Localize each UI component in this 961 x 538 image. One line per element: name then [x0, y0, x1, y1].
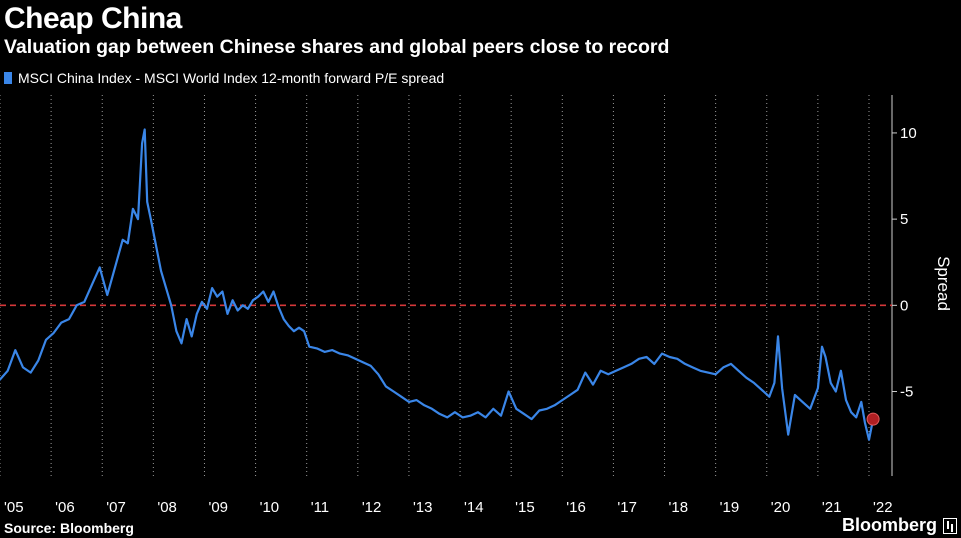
x-tick-label: '05	[4, 499, 24, 516]
legend-swatch	[4, 72, 12, 84]
brand-name: Bloomberg	[841, 515, 937, 535]
chart-title: Cheap China	[4, 2, 182, 35]
y-tick-label: 5	[900, 211, 908, 228]
x-tick-label: '16	[566, 499, 586, 516]
x-tick-label: '09	[208, 499, 228, 516]
x-tick-label: '22	[873, 499, 893, 516]
x-tick-label: '20	[771, 499, 791, 516]
x-tick-label: '18	[669, 499, 689, 516]
x-tick-label: '10	[260, 499, 280, 516]
y-tick-label: 10	[900, 125, 917, 142]
x-tick-label: '19	[720, 499, 740, 516]
y-tick-label: -5	[900, 384, 913, 401]
x-tick-label: '14	[464, 499, 484, 516]
x-tick-label: '15	[515, 499, 535, 516]
terminal-icon	[943, 517, 957, 534]
x-tick-label: '11	[311, 499, 329, 516]
latest-value-marker	[866, 412, 880, 426]
x-tick-label: '07	[106, 499, 126, 516]
y-tick-label: 0	[900, 297, 908, 314]
x-tick-label: '21	[822, 499, 842, 516]
x-tick-label: '13	[413, 499, 433, 516]
source-note: Source: Bloomberg	[4, 520, 134, 536]
legend: MSCI China Index - MSCI World Index 12-m…	[4, 70, 444, 86]
x-tick-label: '06	[55, 499, 75, 516]
y-axis-title: Spread	[934, 256, 953, 311]
x-tick-label: '12	[362, 499, 382, 516]
chart-subtitle: Valuation gap between Chinese shares and…	[4, 36, 670, 58]
x-tick-label: '08	[157, 499, 177, 516]
series-line	[0, 128, 875, 441]
legend-label: MSCI China Index - MSCI World Index 12-m…	[18, 70, 445, 86]
brand-logo: Bloomberg	[842, 515, 957, 536]
x-tick-label: '17	[617, 499, 637, 516]
